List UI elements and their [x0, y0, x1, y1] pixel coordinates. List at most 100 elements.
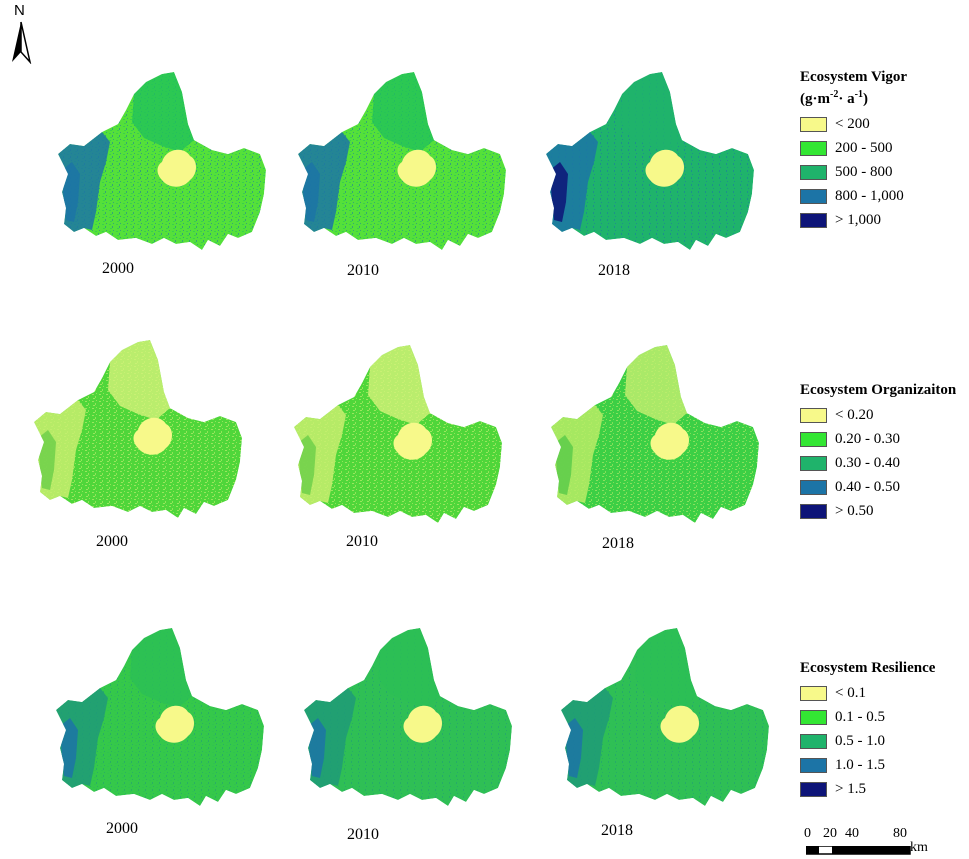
legend-title-vigor: Ecosystem Vigor (g·m-2· a-1)	[800, 69, 908, 107]
scale-bar-graphic	[806, 846, 911, 855]
legend-item: > 1,000	[800, 208, 907, 232]
legend-swatch	[800, 188, 827, 204]
year-label-organization-2000: 2000	[96, 533, 128, 550]
legend-item: 1.0 - 1.5	[800, 753, 935, 777]
legend-label: 500 - 800	[835, 163, 893, 180]
map-region	[58, 72, 266, 250]
map-region	[546, 72, 754, 250]
legend-swatch	[800, 164, 827, 180]
scale-tick-40: 40	[845, 826, 859, 841]
legend-label: 0.1 - 0.5	[835, 708, 885, 725]
map-urban-core	[155, 705, 194, 743]
legend-title-resilience: Ecosystem Resilience	[800, 660, 936, 676]
legend-item: > 1.5	[800, 777, 935, 801]
map-north-zone	[132, 72, 194, 152]
map-urban-core	[397, 149, 436, 187]
north-arrow: N	[4, 2, 38, 64]
map-urban-core	[660, 705, 699, 743]
map-urban-core	[133, 417, 172, 455]
legend-label: > 0.50	[835, 502, 874, 519]
map-region	[56, 628, 264, 806]
legend-item: 0.1 - 0.5	[800, 705, 935, 729]
year-label-vigor-2000: 2000	[102, 260, 134, 277]
legend-item: 0.20 - 0.30	[800, 427, 956, 451]
legend-label: 800 - 1,000	[835, 187, 904, 204]
map-north-zone	[108, 340, 170, 420]
map-resilience-2010	[304, 628, 512, 806]
north-arrow-icon	[12, 21, 32, 64]
map-north-zone	[372, 72, 434, 152]
map-north-zone	[130, 628, 192, 708]
scale-bar: 0 20 40 80 km	[804, 826, 954, 856]
legend-swatch	[800, 431, 827, 447]
year-label-organization-2018: 2018	[602, 535, 634, 552]
legend-swatch	[800, 455, 827, 471]
legend-label: 0.5 - 1.0	[835, 732, 885, 749]
legend-label: 0.40 - 0.50	[835, 478, 900, 495]
legend-item: 0.30 - 0.40	[800, 451, 956, 475]
map-urban-core	[403, 705, 442, 743]
scale-tick-0: 0	[804, 826, 811, 841]
map-organization-2000	[34, 340, 242, 518]
map-urban-core	[393, 422, 432, 460]
map-urban-core	[650, 422, 689, 460]
year-label-organization-2010: 2010	[346, 533, 378, 550]
year-label-resilience-2000: 2000	[106, 820, 138, 837]
legend-item: < 0.20	[800, 403, 956, 427]
map-north-zone	[368, 345, 430, 425]
map-vigor-2000	[58, 72, 266, 250]
map-region	[304, 628, 512, 806]
legend-swatch	[800, 781, 827, 797]
legend-label: < 200	[835, 115, 870, 132]
legend-label: > 1,000	[835, 211, 881, 228]
year-label-resilience-2018: 2018	[601, 822, 633, 839]
scale-tick-80: 80	[893, 826, 907, 841]
legend-organization: Ecosystem Organizaiton < 0.20 0.20 - 0.30…	[800, 381, 956, 523]
legend-label: > 1.5	[835, 780, 866, 797]
legend-swatch	[800, 757, 827, 773]
legend-title-organization: Ecosystem Organizaiton	[800, 382, 957, 398]
legend-label: 200 - 500	[835, 139, 893, 156]
legend-label: < 0.20	[835, 406, 874, 423]
map-north-zone	[620, 72, 682, 152]
legend-label: 0.30 - 0.40	[835, 454, 900, 471]
legend-vigor: Ecosystem Vigor (g·m-2· a-1) < 200 200 - …	[800, 68, 907, 232]
map-organization-2018	[551, 345, 759, 523]
map-vigor-2010	[298, 72, 506, 250]
legend-resilience: Ecosystem Resilience < 0.1 0.1 - 0.5 0.5 -…	[800, 659, 935, 801]
map-urban-core	[645, 149, 684, 187]
map-resilience-2018	[561, 628, 769, 806]
map-north-zone	[378, 628, 440, 708]
map-urban-core	[157, 149, 196, 187]
legend-swatch	[800, 407, 827, 423]
legend-swatch	[800, 479, 827, 495]
scale-unit: km	[910, 840, 928, 855]
legend-swatch	[800, 709, 827, 725]
legend-swatch	[800, 116, 827, 132]
year-label-vigor-2010: 2010	[347, 262, 379, 279]
legend-label: 0.20 - 0.30	[835, 430, 900, 447]
legend-swatch	[800, 685, 827, 701]
legend-swatch	[800, 503, 827, 519]
map-region	[298, 72, 506, 250]
map-region	[551, 345, 759, 523]
map-region	[294, 345, 502, 523]
legend-item: 800 - 1,000	[800, 184, 907, 208]
year-label-vigor-2018: 2018	[598, 262, 630, 279]
legend-item: > 0.50	[800, 499, 956, 523]
legend-swatch	[800, 212, 827, 228]
map-vigor-2018	[546, 72, 754, 250]
legend-item: 0.5 - 1.0	[800, 729, 935, 753]
map-resilience-2000	[56, 628, 264, 806]
legend-label: < 0.1	[835, 684, 866, 701]
north-arrow-label: N	[14, 2, 25, 19]
scale-tick-20: 20	[823, 826, 837, 841]
legend-item: 500 - 800	[800, 160, 907, 184]
map-organization-2010	[294, 345, 502, 523]
map-region	[561, 628, 769, 806]
legend-item: < 200	[800, 112, 907, 136]
map-north-zone	[625, 345, 687, 425]
legend-item: 0.40 - 0.50	[800, 475, 956, 499]
year-label-resilience-2010: 2010	[347, 826, 379, 843]
legend-item: 200 - 500	[800, 136, 907, 160]
